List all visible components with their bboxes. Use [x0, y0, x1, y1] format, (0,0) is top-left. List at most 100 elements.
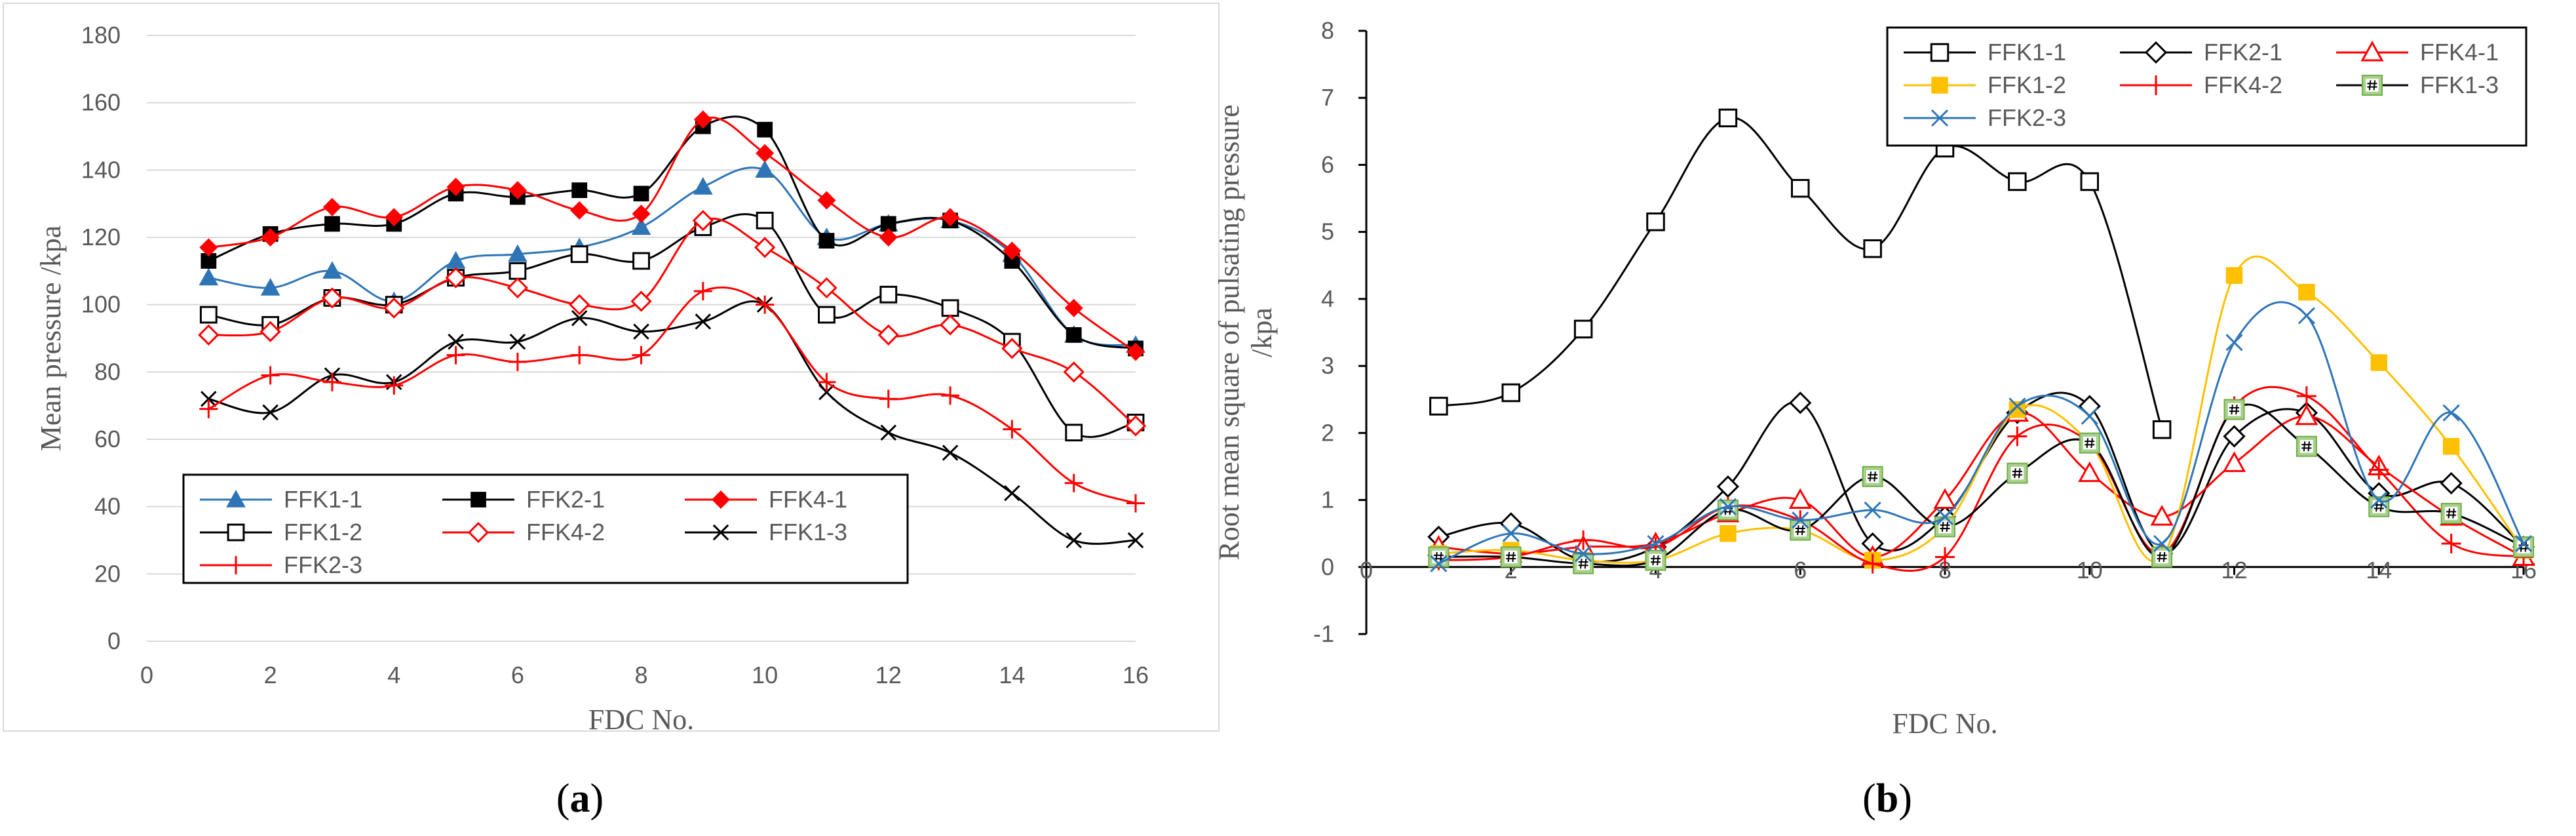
marker-stroke — [2225, 334, 2243, 351]
data-point — [756, 144, 775, 163]
data-point — [2009, 401, 2026, 418]
legend-item: FFK2-1 — [442, 486, 605, 513]
data-point — [757, 121, 773, 138]
marker-shape — [1716, 475, 1739, 498]
marker-stroke — [695, 313, 712, 330]
legend-box — [1886, 26, 2528, 147]
marker-stroke — [1066, 532, 1082, 549]
y-tick-label: 60 — [94, 426, 121, 452]
data-point — [1502, 525, 1520, 542]
marker-stroke — [2375, 502, 2378, 512]
data-point — [1430, 555, 1448, 572]
y-tick-label: 180 — [81, 22, 121, 49]
marker-inner — [2010, 466, 2024, 480]
data-point — [571, 309, 588, 327]
data-point — [2009, 397, 2026, 415]
marker-stroke — [1512, 551, 1514, 563]
legend-label: FFK4-2 — [526, 519, 605, 546]
data-point — [939, 314, 961, 336]
marker-inner — [2517, 540, 2530, 553]
marker-shape — [1789, 391, 1812, 414]
legend-label: FFK1-3 — [2420, 71, 2499, 98]
data-point — [1573, 319, 1593, 339]
marker-shape — [198, 324, 220, 346]
marker-shape — [446, 250, 466, 269]
legend-marker — [2144, 41, 2168, 64]
marker-shape — [1066, 327, 1082, 343]
y-tick-label: 6 — [1321, 151, 1334, 178]
data-point — [570, 245, 588, 264]
marker-stroke — [1575, 545, 1592, 563]
legend-item: FFK2-3 — [200, 551, 362, 578]
x-axis-label: FDC No. — [588, 704, 694, 736]
marker-shape — [1125, 415, 1147, 437]
data-point — [1575, 545, 1592, 563]
marker-inner — [1938, 520, 1951, 534]
y-tick-label: 1 — [1321, 487, 1334, 513]
data-point — [1718, 108, 1738, 128]
x-tick-label: 6 — [511, 662, 524, 688]
data-point — [198, 324, 220, 346]
marker-shape — [1931, 77, 1948, 94]
data-point — [756, 211, 774, 229]
legend-item: FFK2-3 — [1904, 104, 2066, 131]
marker-shape — [383, 297, 405, 319]
marker-stroke — [880, 424, 897, 441]
marker-shape — [508, 181, 527, 200]
legend-label: FFK2-1 — [526, 486, 605, 513]
marker-shape — [2370, 354, 2387, 371]
marker-stroke — [2086, 438, 2089, 448]
data-point — [2008, 172, 2027, 191]
marker-shape — [2080, 172, 2099, 191]
y-tick-label: -1 — [1313, 620, 1334, 647]
data-point — [2442, 404, 2460, 422]
data-point — [1934, 516, 1955, 538]
series-FFK2-1 — [201, 115, 1144, 357]
data-point — [880, 424, 897, 441]
data-point — [199, 306, 218, 324]
x-tick-label: 14 — [999, 662, 1025, 688]
marker-shape — [2152, 420, 2172, 439]
data-point — [385, 376, 404, 395]
chart-a: 0 20 40 60 80 100 120 140 160 180 0 2 4 6 8 10 12 14 16 FDC… — [3, 3, 1220, 736]
marker-inner — [2366, 79, 2379, 92]
x-tick-label: 10 — [2077, 557, 2103, 584]
marker-stroke — [2159, 551, 2161, 563]
x-tick-label: 8 — [634, 662, 647, 688]
legend-label: FFK4-1 — [769, 486, 847, 513]
data-point — [1933, 488, 1957, 509]
data-point — [817, 191, 836, 210]
marker-shape — [2295, 404, 2318, 426]
marker-stroke — [1801, 525, 1804, 536]
marker-shape — [571, 182, 588, 199]
y-tick-label: 0 — [107, 627, 121, 654]
legend-label: FFK4-2 — [2204, 71, 2282, 98]
x-tick-label: 6 — [1794, 557, 1807, 584]
data-point — [199, 399, 218, 418]
data-point — [2440, 503, 2462, 524]
data-point — [754, 237, 776, 258]
x-tick-label: 16 — [1123, 662, 1149, 688]
data-point — [1126, 342, 1145, 361]
data-point — [1719, 498, 1737, 515]
data-point — [1573, 530, 1594, 550]
marker-shape — [467, 521, 490, 544]
x-tick-label: 0 — [140, 662, 153, 688]
marker-shape — [2440, 471, 2463, 495]
marker-shape — [1064, 298, 1083, 317]
x-tick-label: 2 — [264, 662, 277, 688]
data-point — [2153, 534, 2171, 553]
marker-shape — [2009, 401, 2026, 418]
data-point — [2370, 354, 2387, 371]
marker-shape — [446, 178, 465, 196]
marker-stroke — [1004, 485, 1020, 502]
marker-stroke — [2297, 307, 2315, 325]
y-tick-label: 40 — [94, 493, 121, 520]
marker-shape — [2150, 505, 2174, 526]
data-point — [877, 324, 899, 346]
data-point — [509, 262, 527, 280]
marker-shape — [1720, 525, 1737, 542]
marker-shape — [1573, 319, 1593, 339]
data-point — [816, 277, 837, 299]
